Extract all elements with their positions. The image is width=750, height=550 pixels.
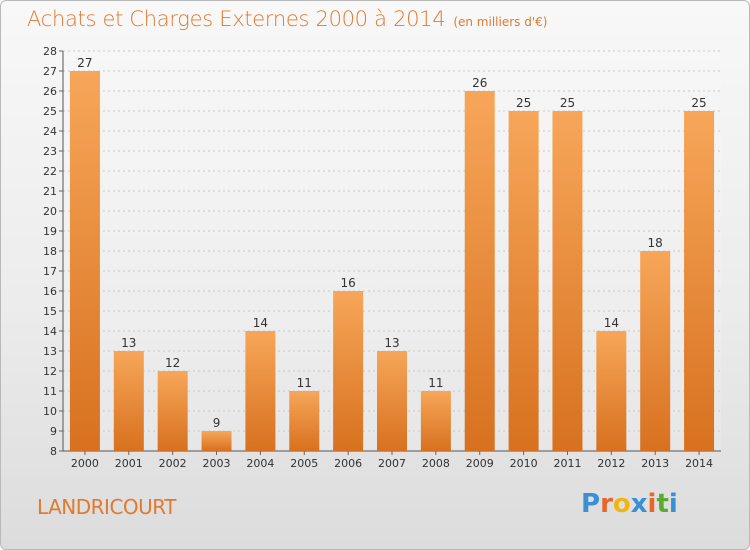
chart-unit-note: (en milliers d'€) — [453, 15, 548, 29]
x-tick-label: 2010 — [510, 457, 538, 470]
y-tick-label: 8 — [50, 445, 57, 458]
commune-name: LANDRICOURT — [37, 495, 176, 519]
bar-value-label: 27 — [77, 56, 92, 70]
bar-value-label: 11 — [297, 376, 312, 390]
x-tick-label: 2008 — [422, 457, 450, 470]
bar — [377, 351, 407, 451]
bar-value-label: 14 — [253, 316, 268, 330]
bar — [289, 391, 320, 451]
x-tick-label: 2002 — [159, 457, 187, 470]
y-tick-label: 12 — [43, 365, 57, 378]
bar-value-label: 16 — [340, 276, 355, 290]
bar-value-label: 11 — [428, 376, 443, 390]
y-tick-label: 13 — [43, 345, 57, 358]
bar — [640, 251, 671, 451]
y-tick-label: 26 — [43, 85, 57, 98]
bar — [201, 431, 232, 451]
bar — [596, 331, 627, 451]
chart-title-text: Achats et Charges Externes 2000 à 2014 — [27, 7, 446, 31]
bar — [333, 291, 364, 451]
x-tick-label: 2006 — [334, 457, 362, 470]
bar-value-label: 25 — [560, 96, 575, 110]
bar-value-label: 25 — [691, 96, 706, 110]
x-tick-label: 2007 — [378, 457, 406, 470]
y-tick-label: 19 — [43, 225, 57, 238]
x-tick-label: 2011 — [553, 457, 581, 470]
bar-value-label: 13 — [384, 336, 399, 350]
x-tick-label: 2005 — [290, 457, 318, 470]
y-tick-label: 18 — [43, 245, 57, 258]
x-tick-label: 2004 — [246, 457, 274, 470]
bar-value-label: 13 — [121, 336, 136, 350]
bar — [157, 371, 188, 451]
logo-letter: x — [630, 489, 648, 519]
bar-value-label: 18 — [648, 236, 663, 250]
x-tick-label: 2013 — [641, 457, 669, 470]
y-tick-label: 11 — [43, 385, 57, 398]
logo-letter: r — [600, 489, 613, 519]
y-tick-label: 23 — [43, 145, 57, 158]
x-tick-label: 2003 — [203, 457, 231, 470]
bar-value-label: 25 — [516, 96, 531, 110]
x-tick-label: 2001 — [115, 457, 143, 470]
x-tick-label: 2000 — [71, 457, 99, 470]
bar — [508, 111, 539, 451]
y-tick-label: 25 — [43, 105, 57, 118]
bar — [464, 91, 495, 451]
y-tick-label: 20 — [43, 205, 57, 218]
logo-letter: P — [581, 489, 601, 519]
bar — [113, 351, 144, 451]
y-tick-label: 10 — [43, 405, 57, 418]
bar-value-label: 9 — [213, 416, 221, 430]
logo-letter: o — [612, 489, 631, 519]
x-tick-label: 2012 — [597, 457, 625, 470]
y-tick-label: 17 — [43, 265, 57, 278]
x-tick-label: 2009 — [466, 457, 494, 470]
bar — [552, 111, 583, 451]
bar-value-label: 12 — [165, 356, 180, 370]
logo-letter: i — [647, 489, 657, 519]
bar — [420, 391, 451, 451]
bar-value-label: 14 — [604, 316, 619, 330]
y-tick-label: 16 — [43, 285, 57, 298]
logo-letter: i — [668, 489, 678, 519]
y-tick-label: 21 — [43, 185, 57, 198]
y-tick-label: 22 — [43, 165, 57, 178]
y-tick-label: 28 — [43, 45, 57, 58]
proxiti-logo: Proxiti — [581, 489, 678, 519]
y-tick-label: 9 — [50, 425, 57, 438]
chart-title: Achats et Charges Externes 2000 à 2014 (e… — [27, 7, 547, 31]
x-tick-label: 2014 — [685, 457, 713, 470]
y-tick-label: 27 — [43, 65, 57, 78]
y-tick-label: 14 — [43, 325, 57, 338]
bar — [684, 111, 715, 451]
y-tick-label: 15 — [43, 305, 57, 318]
bar — [245, 331, 276, 451]
bar — [69, 71, 100, 451]
logo-letter: t — [656, 489, 669, 519]
y-tick-label: 24 — [43, 125, 57, 138]
bar-value-label: 26 — [472, 76, 487, 90]
